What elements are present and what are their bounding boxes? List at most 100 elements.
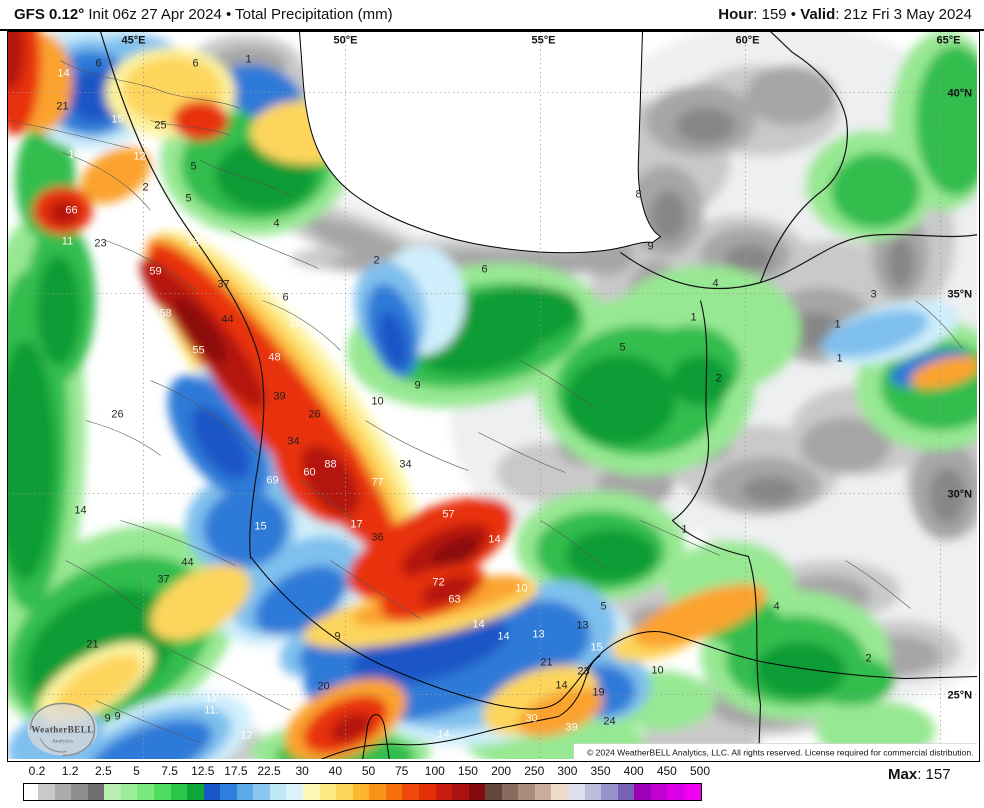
weatherbell-logo: WeatherBELL Analytics: [27, 702, 98, 757]
svg-text:1: 1: [681, 524, 687, 536]
svg-text:5: 5: [619, 342, 625, 354]
colorbar-tick: 250: [524, 764, 545, 778]
colorbar-tick: 7.5: [161, 764, 178, 778]
colorbar-tick: 30: [295, 764, 309, 778]
svg-text:44: 44: [181, 557, 193, 569]
colorbar-segment: [104, 784, 121, 800]
colorbar-segment: [551, 784, 568, 800]
svg-text:15: 15: [590, 642, 602, 654]
svg-text:11: 11: [289, 318, 300, 330]
svg-text:24: 24: [603, 716, 615, 728]
max-value: Max: 157: [888, 766, 972, 783]
colorbar-segment: [54, 784, 72, 800]
svg-text:40°N: 40°N: [948, 88, 973, 100]
colorbar-segment: [269, 784, 287, 800]
svg-text:37: 37: [157, 574, 169, 586]
svg-text:5: 5: [190, 161, 196, 173]
svg-text:30: 30: [525, 713, 537, 725]
colorbar: [23, 783, 702, 801]
max-number: : 157: [917, 766, 951, 783]
colorbar-segment: [220, 784, 237, 800]
colorbar-segment: [153, 784, 171, 800]
colorbar-segment: [568, 784, 585, 800]
colorbar-segment: [501, 784, 519, 800]
colorbar-tick: 0.2: [28, 764, 46, 778]
colorbar-segment: [402, 784, 419, 800]
colorbar-segment: [120, 784, 138, 800]
svg-text:65°E: 65°E: [937, 35, 961, 47]
svg-text:15: 15: [111, 114, 123, 126]
valid-value: : 21z Fri 3 May 2024: [835, 6, 972, 23]
svg-text:21: 21: [86, 639, 98, 651]
colorbar-segment: [319, 784, 337, 800]
svg-text:66: 66: [65, 205, 77, 217]
colorbar-tick: 12.5: [191, 764, 215, 778]
colorbar-segment: [352, 784, 370, 800]
svg-text:13: 13: [576, 620, 588, 632]
max-label: Max: [888, 766, 918, 783]
colorbar-segment: [452, 784, 469, 800]
svg-text:10: 10: [68, 149, 80, 161]
svg-text:58: 58: [159, 308, 171, 320]
svg-text:9: 9: [647, 241, 653, 253]
svg-text:72: 72: [432, 577, 444, 589]
colorbar-tick: 450: [656, 764, 677, 778]
colorbar-tick: 17.5: [224, 764, 248, 778]
colorbar-tick: 300: [557, 764, 578, 778]
svg-text:59: 59: [149, 266, 161, 278]
svg-text:9: 9: [334, 631, 340, 643]
svg-text:9: 9: [114, 711, 120, 723]
header-valid-time: Hour: 159 • Valid: 21z Fri 3 May 2024: [718, 6, 972, 23]
svg-text:WeatherBELL: WeatherBELL: [31, 725, 94, 735]
colorbar-tick: 150: [457, 764, 478, 778]
svg-text:6: 6: [481, 264, 487, 276]
svg-text:26: 26: [111, 409, 123, 421]
svg-text:6: 6: [192, 58, 198, 70]
svg-text:4: 4: [773, 601, 779, 613]
colorbar-segment: [683, 784, 701, 800]
svg-text:77: 77: [371, 477, 383, 489]
svg-text:25: 25: [154, 120, 166, 132]
init-info: Init 06z 27 Apr 2024 • Total Precipitati…: [84, 6, 393, 23]
svg-text:9: 9: [414, 380, 420, 392]
svg-text:39: 39: [565, 722, 577, 734]
colorbar-segment: [584, 784, 602, 800]
svg-text:19: 19: [592, 687, 604, 699]
svg-text:2: 2: [865, 653, 871, 665]
colorbar-tick: 50: [361, 764, 376, 778]
colorbar-segment: [385, 784, 403, 800]
colorbar-tick: 200: [491, 764, 512, 778]
svg-text:36: 36: [371, 532, 383, 544]
colorbar-segment: [253, 784, 270, 800]
colorbar-segment: [468, 784, 486, 800]
lat-lon-grid: [8, 32, 977, 759]
colorbar-segment: [187, 784, 204, 800]
svg-text:1: 1: [245, 54, 251, 66]
caspian-sea: [299, 32, 662, 254]
svg-text:34: 34: [287, 436, 299, 448]
svg-text:6: 6: [95, 58, 101, 70]
valid-label: Valid: [800, 6, 836, 23]
colorbar-segment: [137, 784, 154, 800]
colorbar-segment: [203, 784, 221, 800]
svg-text:© 2024 WeatherBELL Analytics,: © 2024 WeatherBELL Analytics, LLC. All r…: [587, 748, 974, 758]
svg-text:14: 14: [57, 68, 69, 80]
svg-text:14: 14: [497, 631, 509, 643]
svg-text:1: 1: [834, 319, 840, 331]
svg-text:14: 14: [488, 534, 500, 546]
svg-text:30°N: 30°N: [948, 489, 973, 501]
svg-text:9: 9: [104, 713, 110, 725]
colorbar-segment: [369, 784, 386, 800]
svg-text:37: 37: [217, 279, 229, 291]
svg-text:2: 2: [715, 373, 721, 385]
colorbar-ticks: 0.2 1.2 2.5 5 7.5 12.5 17.5 22.5 30 40 50 75 100 150 2…: [0, 764, 984, 781]
colorbar-tick: 500: [689, 764, 711, 778]
svg-text:12: 12: [133, 151, 145, 163]
map-svg: 45°E 50°E 55°E 60°E 65°E40°N35°N30°N25°N1462…: [8, 32, 977, 759]
colorbar-segment: [71, 784, 88, 800]
colorbar-tick: 2.5: [94, 764, 112, 778]
svg-text:44: 44: [221, 314, 233, 326]
province-borders: [8, 60, 963, 743]
svg-text:2: 2: [142, 182, 148, 194]
